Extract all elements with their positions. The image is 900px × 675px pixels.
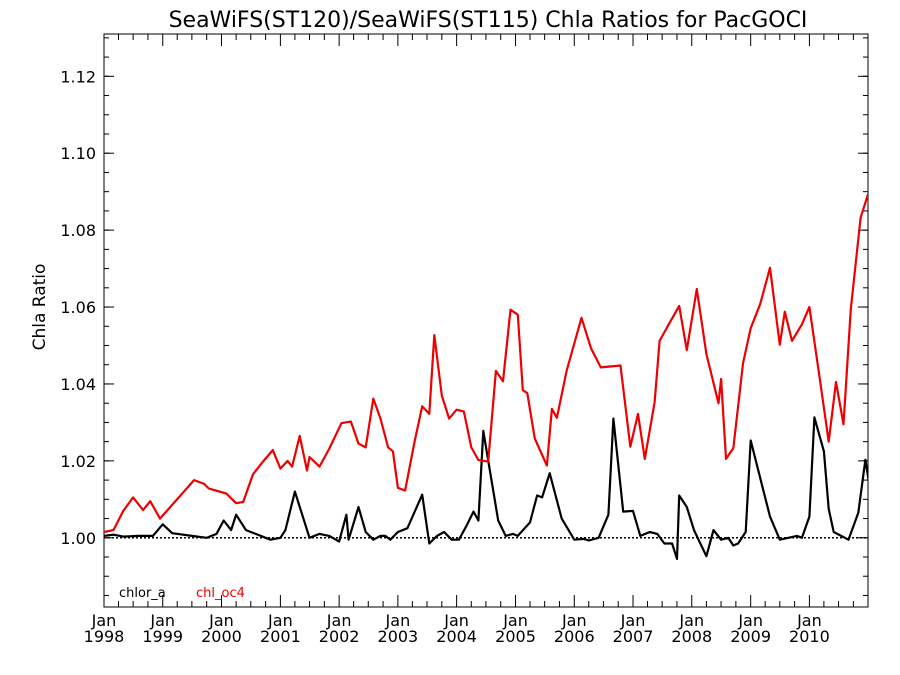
x-tick-month: Jan xyxy=(502,611,528,630)
x-tick-month: Jan xyxy=(385,611,411,630)
x-tick-month: Jan xyxy=(149,611,175,630)
y-tick-label: 1.06 xyxy=(60,298,96,317)
x-tick-year: 2009 xyxy=(730,627,771,646)
x-tick-year: 2008 xyxy=(671,627,712,646)
x-tick-month: Jan xyxy=(737,611,763,630)
x-tick-year: 2000 xyxy=(201,627,242,646)
x-tick-year: 2003 xyxy=(378,627,419,646)
y-tick-label: 1.04 xyxy=(60,375,96,394)
x-tick-year: 2010 xyxy=(789,627,830,646)
x-tick-year: 1999 xyxy=(142,627,183,646)
legend-item-chlor_a: chlor_a xyxy=(119,586,166,601)
y-tick-label: 1.08 xyxy=(60,221,96,240)
x-tick-month: Jan xyxy=(91,611,117,630)
x-tick-month: Jan xyxy=(561,611,587,630)
x-tick-month: Jan xyxy=(326,611,352,630)
chart-title: SeaWiFS(ST120)/SeaWiFS(ST115) Chla Ratio… xyxy=(169,8,808,33)
x-tick-year: 2001 xyxy=(260,627,301,646)
series-line-chlor_a xyxy=(104,416,868,561)
series-line-chl_oc4 xyxy=(104,190,868,534)
x-tick-year: 1998 xyxy=(84,627,125,646)
x-tick-year: 2007 xyxy=(613,627,654,646)
y-axis-label: Chla Ratio xyxy=(30,264,50,351)
y-tick-label: 1.02 xyxy=(60,452,96,471)
plot-area: 1.001.021.041.061.081.101.12Jan1998Jan19… xyxy=(60,33,869,646)
y-tick-label: 1.00 xyxy=(60,529,96,548)
x-tick-year: 2002 xyxy=(319,627,360,646)
x-tick-month: Jan xyxy=(620,611,646,630)
x-tick-month: Jan xyxy=(796,611,822,630)
x-tick-month: Jan xyxy=(208,611,234,630)
y-tick-label: 1.10 xyxy=(60,144,96,163)
legend: chlor_a chl_oc4 xyxy=(119,586,245,601)
x-tick-month: Jan xyxy=(267,611,293,630)
x-tick-year: 2005 xyxy=(495,627,536,646)
x-tick-year: 2004 xyxy=(436,627,477,646)
legend-item-chl_oc4: chl_oc4 xyxy=(196,586,245,601)
x-tick-month: Jan xyxy=(443,611,469,630)
x-tick-year: 2006 xyxy=(554,627,595,646)
y-tick-label: 1.12 xyxy=(60,67,96,86)
x-tick-month: Jan xyxy=(678,611,704,630)
